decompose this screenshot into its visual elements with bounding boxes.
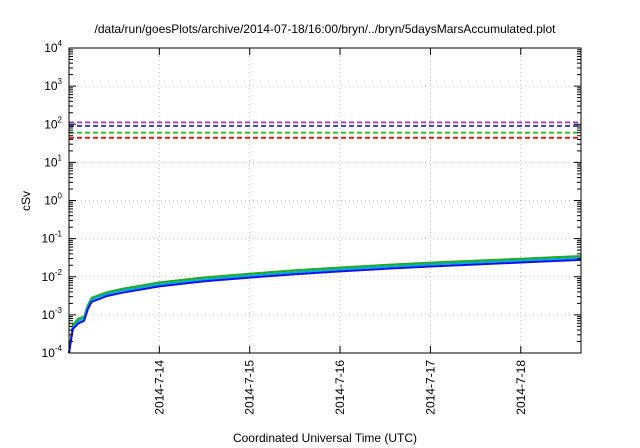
x-tick-label: 2014-7-14 xyxy=(152,360,166,415)
x-tick-label: 2014-7-15 xyxy=(243,360,257,415)
x-tick-labels: 2014-7-14 2014-7-15 2014-7-16 2014-7-17 2014… xyxy=(152,360,527,415)
y-tick-label: 103 xyxy=(44,77,62,93)
series-layer xyxy=(68,121,582,354)
y-tick-labels: 10-4 10-3 10-2 10-1 100 101 102 103 104 xyxy=(42,39,63,360)
accumulated-line-2 xyxy=(68,258,582,354)
y-tick-label: 10-2 xyxy=(42,268,63,284)
x-tick-label: 2014-7-18 xyxy=(514,360,528,415)
x-tick-label: 2014-7-16 xyxy=(333,360,347,415)
y-tick-label: 102 xyxy=(44,115,62,131)
tick-marks xyxy=(69,47,581,354)
y-tick-label: 101 xyxy=(44,153,62,169)
x-axis-label: Coordinated Universal Time (UTC) xyxy=(233,431,417,445)
y-tick-label: 10-1 xyxy=(42,230,63,246)
y-tick-label: 104 xyxy=(44,39,62,55)
y-tick-label: 10-4 xyxy=(42,344,63,360)
y-tick-label: 10-3 xyxy=(42,306,63,322)
y-axis-label: cSv xyxy=(19,191,33,211)
chart-title: /data/run/goesPlots/archive/2014-07-18/1… xyxy=(95,22,557,36)
x-tick-label: 2014-7-17 xyxy=(423,360,437,415)
y-tick-label: 100 xyxy=(44,192,62,208)
grid xyxy=(69,48,581,353)
